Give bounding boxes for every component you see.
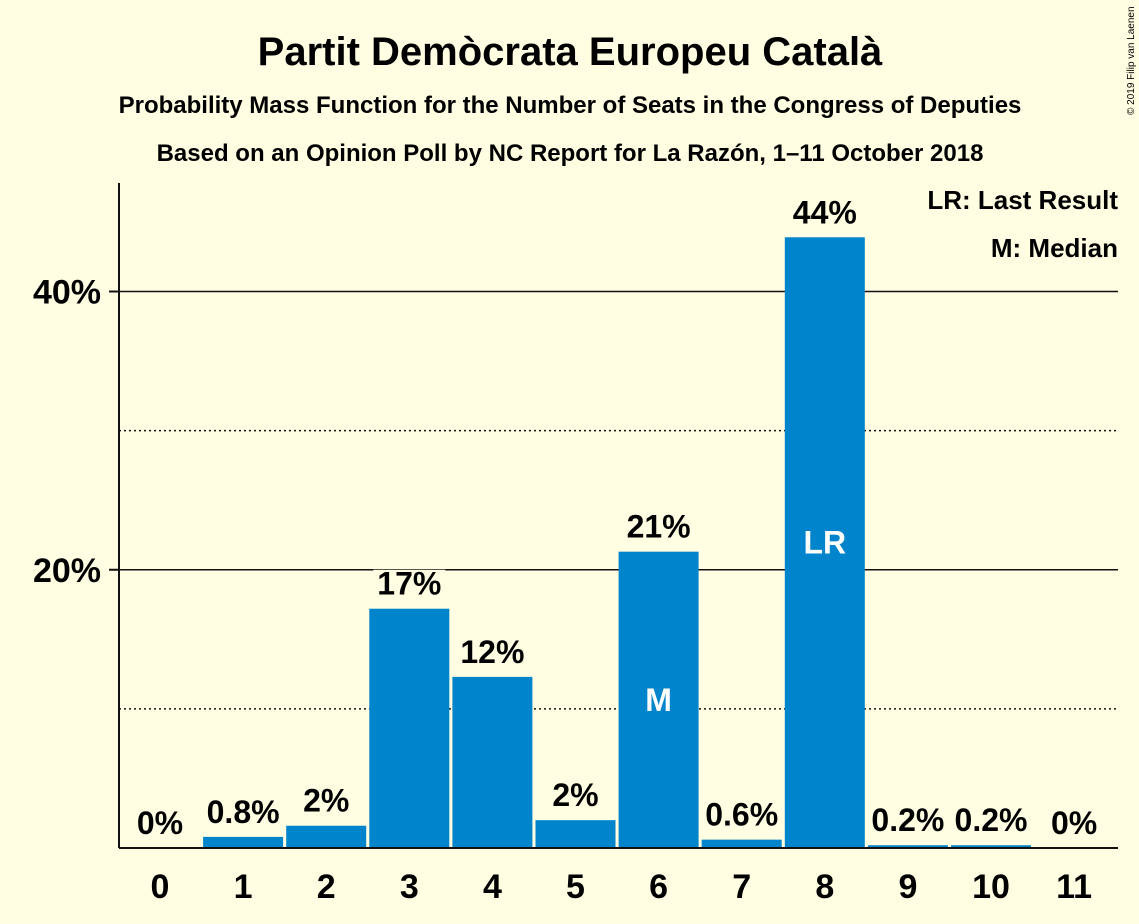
gridlines xyxy=(119,290,1118,710)
data-label-11: 0% xyxy=(1051,805,1097,841)
bar-3 xyxy=(369,608,450,848)
legend-median: M: Median xyxy=(991,233,1118,263)
y-tick-label: 40% xyxy=(33,274,101,312)
x-tick-label: 10 xyxy=(972,868,1010,906)
data-label-2: 2% xyxy=(303,783,349,819)
data-label-background xyxy=(299,786,354,817)
data-label-background xyxy=(548,781,603,812)
axes: 20% 40% 0 1 2 3 4 5 6 7 8 9 10 11 xyxy=(33,183,1118,906)
legend-last-result: LR: Last Result xyxy=(927,185,1118,215)
data-label-8: 44% xyxy=(793,194,857,230)
data-label-background xyxy=(202,797,284,828)
data-label-background xyxy=(701,800,783,831)
data-label-background xyxy=(373,569,446,600)
x-tick-label: 6 xyxy=(649,868,668,906)
x-tick-label: 8 xyxy=(815,868,834,906)
data-label-background xyxy=(456,637,529,668)
data-label-1: 0.8% xyxy=(207,794,280,830)
bar-9 xyxy=(867,845,948,848)
y-tick-label: 20% xyxy=(33,552,101,590)
bar-2 xyxy=(286,825,367,848)
data-labels: 0% 0.8% 2% 17% 12% 2% 21% 0.6% 44% 0.2% 0.2% 0% M LR xyxy=(132,194,1102,841)
chart-title: Partit Demòcrata Europeu Català xyxy=(258,30,883,74)
x-tick-label: 0 xyxy=(151,868,170,906)
data-label-background xyxy=(1046,809,1102,839)
data-label-6: 21% xyxy=(627,509,691,545)
data-label-10: 0.2% xyxy=(955,802,1028,838)
chart-subtitle: Probability Mass Function for the Number… xyxy=(119,92,1022,119)
data-label-background xyxy=(867,806,949,837)
marker-lr: LR xyxy=(803,525,846,561)
data-label-background xyxy=(132,809,188,839)
data-label-0: 0% xyxy=(137,805,183,841)
data-label-3: 17% xyxy=(377,566,441,602)
data-label-background xyxy=(950,806,1032,837)
x-tick-label: 11 xyxy=(1056,868,1092,906)
x-tick-label: 2 xyxy=(317,868,336,906)
data-label-4: 12% xyxy=(460,634,524,670)
data-label-background xyxy=(788,198,861,229)
data-label-9: 0.2% xyxy=(871,802,944,838)
bar-4 xyxy=(452,676,533,848)
bar-5 xyxy=(535,820,616,848)
x-tick-label: 5 xyxy=(566,868,585,906)
marker-m: M xyxy=(645,682,672,718)
bar-1 xyxy=(203,836,284,848)
x-tick-label: 7 xyxy=(732,868,751,906)
copyright-text: © 2019 Filip van Laenen xyxy=(1126,6,1137,115)
x-tick-label: 3 xyxy=(400,868,419,906)
chart-subtitle-2: Based on an Opinion Poll by NC Report fo… xyxy=(157,140,984,167)
data-label-5: 2% xyxy=(552,777,598,813)
data-label-7: 0.6% xyxy=(705,797,778,833)
bar-6 xyxy=(618,551,699,848)
x-tick-label: 1 xyxy=(234,868,253,906)
bar-7 xyxy=(701,839,782,848)
bar-10 xyxy=(951,845,1031,848)
data-label-background xyxy=(622,512,695,543)
x-tick-label: 4 xyxy=(483,868,502,906)
x-tick-label: 9 xyxy=(898,868,917,906)
bar-8 xyxy=(784,237,865,848)
bars xyxy=(203,237,1031,848)
